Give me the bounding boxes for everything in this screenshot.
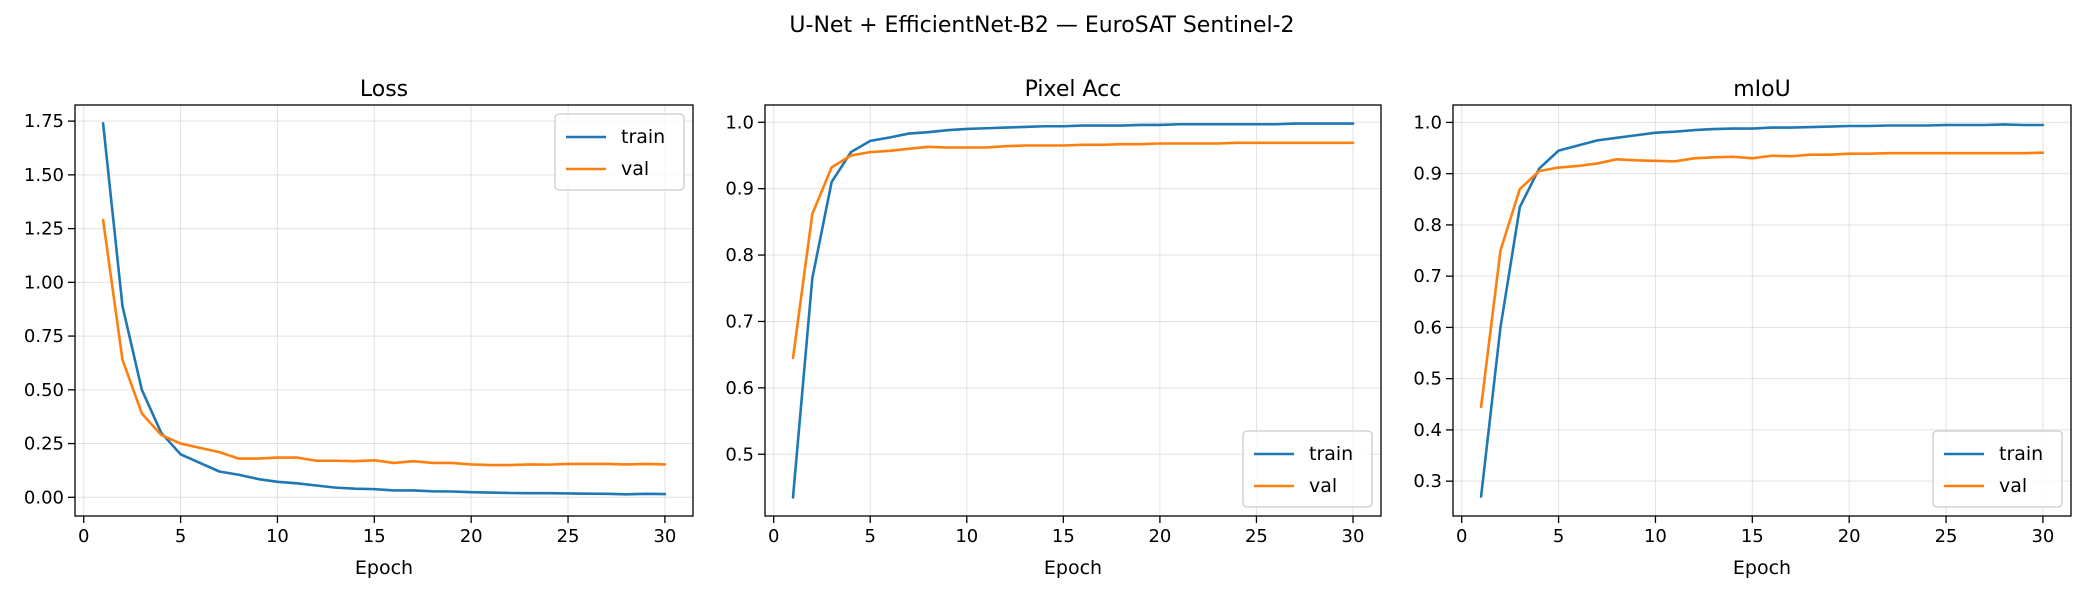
legend-label-train: train bbox=[1999, 443, 2043, 465]
y-tick-label: 0.6 bbox=[725, 378, 754, 399]
figure-suptitle: U-Net + EfficientNet-B2 — EuroSAT Sentin… bbox=[789, 13, 1294, 38]
series-line-train bbox=[1479, 123, 2045, 498]
y-tick-label: 0.50 bbox=[24, 380, 64, 401]
y-tick-label: 1.0 bbox=[1413, 112, 1442, 133]
axes-frame bbox=[764, 104, 1382, 517]
legend-label-train: train bbox=[621, 126, 665, 148]
chart-1: Loss 0 5 10 15 20 25 30 0.00 0.25 0.50 0.75 1.00 1.25… bbox=[24, 77, 694, 579]
legend: train val bbox=[1932, 430, 2063, 508]
x-tick-label: 10 bbox=[266, 526, 289, 547]
series-line-val bbox=[1479, 151, 2045, 409]
x-tick-label: 15 bbox=[1741, 526, 1764, 547]
x-tick-label: 20 bbox=[460, 526, 483, 547]
series-line-train bbox=[101, 121, 667, 496]
x-tick-label: 25 bbox=[557, 526, 580, 547]
x-tick-label: 0 bbox=[768, 526, 779, 547]
y-tick-label: 0.8 bbox=[1413, 215, 1442, 236]
y-tick-label: 0.25 bbox=[24, 434, 64, 455]
x-tick-label: 25 bbox=[1935, 526, 1958, 547]
legend: train val bbox=[1242, 430, 1373, 508]
y-tick-label: 0.75 bbox=[24, 326, 64, 347]
x-tick-label: 0 bbox=[78, 526, 89, 547]
y-tick-label: 0.6 bbox=[1413, 317, 1442, 338]
legend: train val bbox=[554, 113, 685, 191]
x-tick-label: 5 bbox=[175, 526, 186, 547]
x-tick-label: 10 bbox=[1644, 526, 1667, 547]
x-tick-label: 0 bbox=[1456, 526, 1467, 547]
legend-label-train: train bbox=[1309, 443, 1353, 465]
x-tick-label: 5 bbox=[865, 526, 876, 547]
y-tick-label: 0.9 bbox=[725, 179, 754, 200]
y-tick-label: 1.75 bbox=[24, 111, 64, 132]
y-tick-label: 1.0 bbox=[725, 112, 754, 133]
legend-label-val: val bbox=[1309, 475, 1337, 497]
y-tick-label: 0.00 bbox=[24, 487, 64, 508]
x-tick-label: 15 bbox=[1052, 526, 1075, 547]
y-tick-label: 1.50 bbox=[24, 165, 64, 186]
y-tick-label: 1.00 bbox=[24, 272, 64, 293]
series-line-train bbox=[791, 122, 1355, 499]
x-tick-label: 10 bbox=[955, 526, 978, 547]
y-tick-label: 0.3 bbox=[1413, 471, 1442, 492]
y-tick-label: 0.8 bbox=[725, 245, 754, 266]
x-tick-label: 30 bbox=[653, 526, 676, 547]
legend-label-val: val bbox=[1999, 475, 2027, 497]
x-tick-label: 25 bbox=[1245, 526, 1268, 547]
x-axis-label: Epoch bbox=[1733, 557, 1791, 579]
x-tick-label: 15 bbox=[363, 526, 386, 547]
x-tick-label: 30 bbox=[1342, 526, 1365, 547]
x-axis-label: Epoch bbox=[1044, 557, 1102, 579]
y-tick-label: 0.5 bbox=[725, 444, 754, 465]
chart-title: Pixel Acc bbox=[1025, 77, 1122, 102]
chart-2: Pixel Acc 0 5 10 15 20 25 30 0.5 0.6 0.7 0.8 0.9 1.0 E… bbox=[725, 77, 1382, 579]
x-tick-label: 20 bbox=[1148, 526, 1171, 547]
y-tick-label: 0.5 bbox=[1413, 369, 1442, 390]
x-tick-label: 30 bbox=[2031, 526, 2054, 547]
x-tick-label: 5 bbox=[1553, 526, 1564, 547]
legend-label-val: val bbox=[621, 158, 649, 180]
y-tick-label: 0.4 bbox=[1413, 420, 1442, 441]
x-tick-label: 20 bbox=[1838, 526, 1861, 547]
axes-frame bbox=[74, 104, 694, 517]
chart-title: Loss bbox=[360, 77, 408, 102]
chart-3: mIoU 0 5 10 15 20 25 30 0.3 0.4 0.5 0.6 0.7 0.8 0.9 1.0… bbox=[1413, 77, 2072, 579]
legend-box bbox=[1932, 430, 2063, 508]
y-tick-label: 0.7 bbox=[1413, 266, 1442, 287]
series-line-val bbox=[791, 141, 1355, 360]
y-tick-label: 1.25 bbox=[24, 219, 64, 240]
axes-frame bbox=[1452, 104, 2072, 517]
series-line-val bbox=[101, 218, 667, 467]
chart-title: mIoU bbox=[1733, 77, 1790, 102]
x-axis-label: Epoch bbox=[355, 557, 413, 579]
y-tick-label: 0.9 bbox=[1413, 164, 1442, 185]
legend-box bbox=[1242, 430, 1373, 508]
y-tick-label: 0.7 bbox=[725, 311, 754, 332]
legend-box bbox=[554, 113, 685, 191]
